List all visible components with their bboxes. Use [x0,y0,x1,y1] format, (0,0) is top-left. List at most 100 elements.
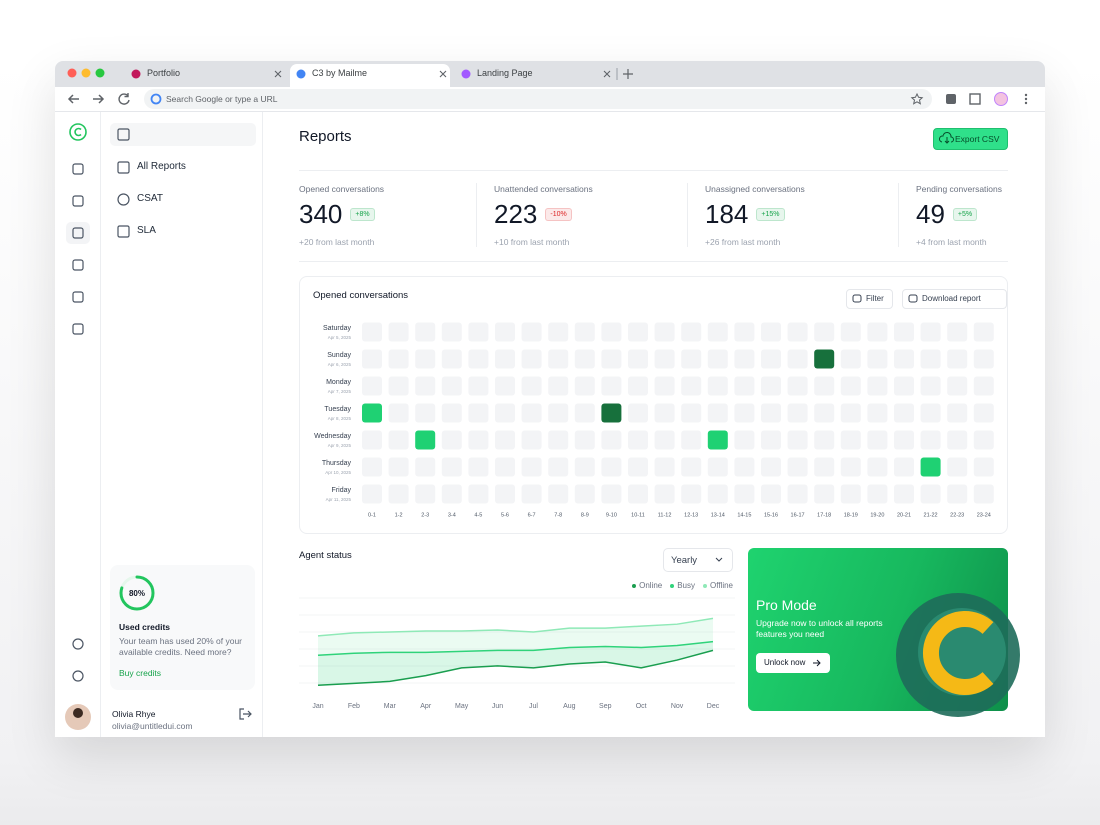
credits-text: available credits. Need more? [119,647,232,657]
rail-icon[interactable] [72,638,84,650]
omnibox[interactable] [144,89,932,109]
address-text[interactable]: Search Google or type a URL [166,94,278,104]
heatmap-cell [814,376,835,396]
export-button[interactable] [933,128,1008,150]
heatmap-cell [973,376,994,396]
heatmap-cell [920,484,941,504]
heatmap-cell [814,484,835,504]
rail-icon[interactable] [72,670,84,682]
tab-title[interactable]: Portfolio [147,68,181,78]
heatmap-button-label[interactable]: Download report [922,294,981,303]
hour-label: 10-11 [631,512,645,518]
tab-title[interactable]: C3 by Mailme [312,68,368,78]
heatmap-cell [920,349,941,369]
heatmap-card [299,276,1008,534]
day-label: Wednesday [314,433,351,440]
heatmap-cell [521,322,542,342]
rail-icon[interactable] [72,195,84,207]
day-label: Tuesday [324,406,351,413]
heatmap-cell [787,403,808,423]
user-avatar-head [73,708,83,718]
month-label: Jun [492,703,503,710]
heatmap-cell [548,430,569,450]
heatmap-cell [362,430,382,450]
heatmap-button-label[interactable]: Filter [866,294,884,303]
rail-icon[interactable] [72,323,84,335]
legend-item: Online [632,581,662,590]
rail-icon[interactable] [72,259,84,271]
heatmap-cell [415,484,436,504]
hour-label: 13-14 [711,512,725,518]
export-label[interactable]: Export CSV [955,134,1000,144]
hour-label: 11-12 [658,512,672,518]
nav-item[interactable]: CSAT [137,193,163,204]
heatmap-cell [468,403,489,423]
heatmap-cell [920,403,941,423]
period-dropdown[interactable] [663,548,733,572]
day-label: Sunday [327,352,351,359]
tab-title[interactable]: Landing Page [477,68,533,78]
heatmap-cell [681,349,702,369]
series-line [317,640,714,656]
heatmap-cell [548,349,569,369]
heatmap-cell [840,403,861,423]
heatmap-cell [441,376,462,396]
page-title: Reports [299,128,352,145]
progress-arc [119,575,155,611]
heatmap-cell [601,322,622,342]
tab-close [274,70,282,78]
promo-button-label[interactable]: Unlock now [764,658,806,667]
heatmap-cell [894,322,914,342]
month-label: Mar [384,703,397,710]
promo-button[interactable] [756,653,830,673]
heatmap-cell [388,457,409,477]
stat-value: 223 [494,199,538,229]
promo-art-c [923,611,994,695]
profile-avatar [994,92,1008,106]
rail-icon[interactable] [72,163,84,175]
rail-icon[interactable] [72,227,84,239]
period-label[interactable]: Yearly [671,555,698,566]
tab-favicon [296,69,306,79]
menu-dot [1024,97,1028,101]
date-label: Apr 5, 2025 [328,335,352,340]
heatmap-cell [681,430,702,450]
stat-divider [476,183,477,247]
button-icon [852,294,862,303]
heatmap-cell [707,430,728,450]
heatmap-cell [840,322,861,342]
heatmap-cell [415,403,436,423]
stat-change: +8% [350,208,375,221]
heatmap-cell [628,322,648,342]
heatmap-button[interactable] [846,289,893,309]
heatmap-cell [628,403,648,423]
legend-label: Busy [677,581,696,590]
heatmap-cell [628,349,648,369]
promo-text: Upgrade now to unlock all reports [756,618,883,628]
heatmap-cell [548,403,569,423]
heatmap-cell [628,457,648,477]
heatmap-cell [495,484,515,504]
heatmap-cell [973,430,994,450]
rail-icon[interactable] [72,291,84,303]
hour-label: 3-4 [448,512,456,518]
heatmap-button[interactable] [902,289,1007,309]
nav-item[interactable]: All Reports [137,161,186,172]
heatmap-cell [814,349,835,369]
heatmap-cell [601,430,622,450]
legend-swatch [670,583,675,588]
active-tab[interactable] [290,64,450,88]
heatmap-cell [362,403,382,423]
heatmap-cell [415,322,436,342]
heatmap-cell [973,457,994,477]
divider [299,170,1008,171]
nav-item[interactable]: SLA [137,225,156,236]
buy-credits-link[interactable]: Buy credits [119,668,162,678]
credits-text: Your team has used 20% of your [119,636,243,646]
heatmap-cell [894,376,914,396]
hour-label: 4-5 [474,512,482,518]
month-label: Nov [671,703,684,710]
heatmap-cell [654,322,675,342]
heatmap-cell [734,403,755,423]
heatmap-cell [654,349,675,369]
